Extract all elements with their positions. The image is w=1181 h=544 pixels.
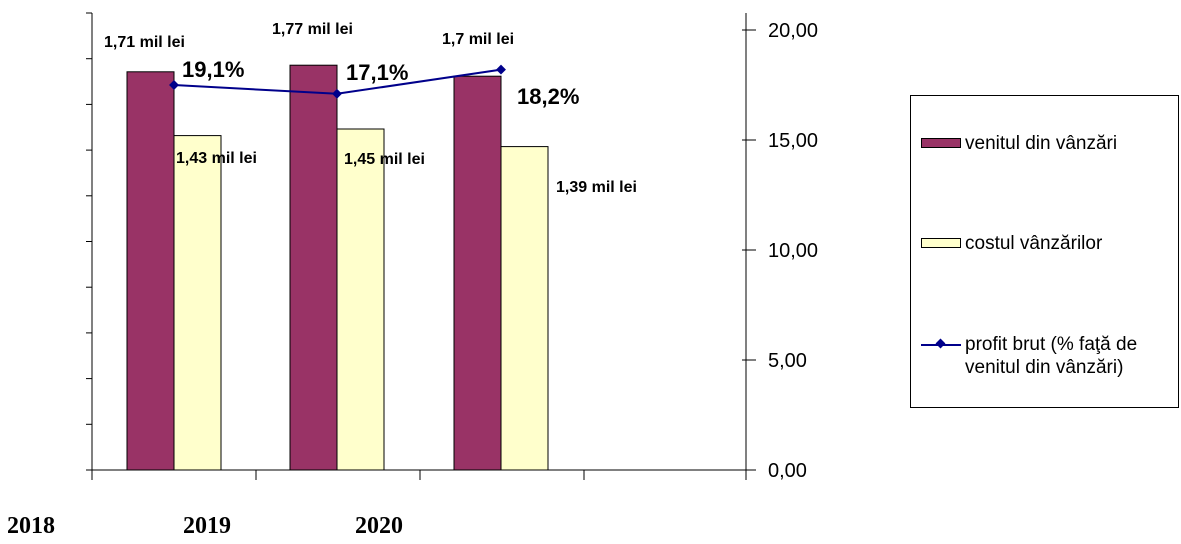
label-profit-pct: 19,1%	[182, 57, 244, 82]
legend-line-marker-icon	[921, 335, 961, 355]
y-tick-label: 20,00	[768, 20, 818, 42]
data-labels: 1,71 mil lei 1,77 mil lei 1,7 mil lei 1,43 …	[104, 21, 637, 196]
legend-item-cost: costul vânzărilor	[921, 232, 1102, 255]
legend-item-profit: profit brut (% faţă de venitul din vânză…	[921, 333, 1171, 379]
label-cost: 1,45 mil lei	[344, 151, 425, 168]
label-venit: 1,7 mil lei	[442, 31, 514, 48]
legend-swatch-cost	[921, 238, 961, 248]
bar-cost	[173, 135, 222, 471]
left-axis	[86, 12, 93, 471]
bar-venit	[453, 75, 502, 471]
bars	[126, 64, 549, 471]
bar-cost	[500, 146, 549, 471]
legend-item-venit: venitul din vânzări	[921, 132, 1117, 155]
y-tick-label: 5,00	[768, 350, 807, 372]
label-profit-pct: 18,2%	[517, 84, 579, 109]
y-tick-label: 10,00	[768, 240, 818, 262]
label-venit: 1,71 mil lei	[104, 34, 185, 51]
legend: venitul din vânzări costul vânzărilor pr…	[910, 95, 1179, 408]
year-label-2018: 2018	[7, 513, 55, 539]
bar-venit	[126, 71, 175, 471]
x-axis	[86, 469, 756, 480]
y-tick-label: 0,00	[768, 460, 807, 482]
profit-point	[169, 80, 179, 90]
year-label-2019: 2019	[183, 513, 231, 539]
label-cost: 1,39 mil lei	[556, 179, 637, 196]
chart: 0,00 5,00 10,00 15,00 20,00 1,71 mil lei 1,77…	[86, 12, 818, 482]
y-tick-label: 15,00	[768, 130, 818, 152]
profit-point	[496, 64, 506, 75]
label-cost: 1,43 mil lei	[176, 150, 257, 167]
year-label-2020: 2020	[355, 513, 403, 539]
right-axis: 0,00 5,00 10,00 15,00 20,00	[742, 13, 818, 482]
label-profit-pct: 17,1%	[346, 60, 408, 85]
legend-label-venit: venitul din vânzări	[965, 133, 1118, 154]
legend-label-profit: profit brut (% faţă de venitul din vânză…	[965, 334, 1138, 378]
bar-venit	[289, 64, 338, 471]
legend-swatch-venit	[921, 138, 961, 148]
legend-label-cost: costul vânzărilor	[965, 233, 1103, 254]
bar-cost	[336, 128, 385, 471]
label-venit: 1,77 mil lei	[272, 21, 353, 38]
